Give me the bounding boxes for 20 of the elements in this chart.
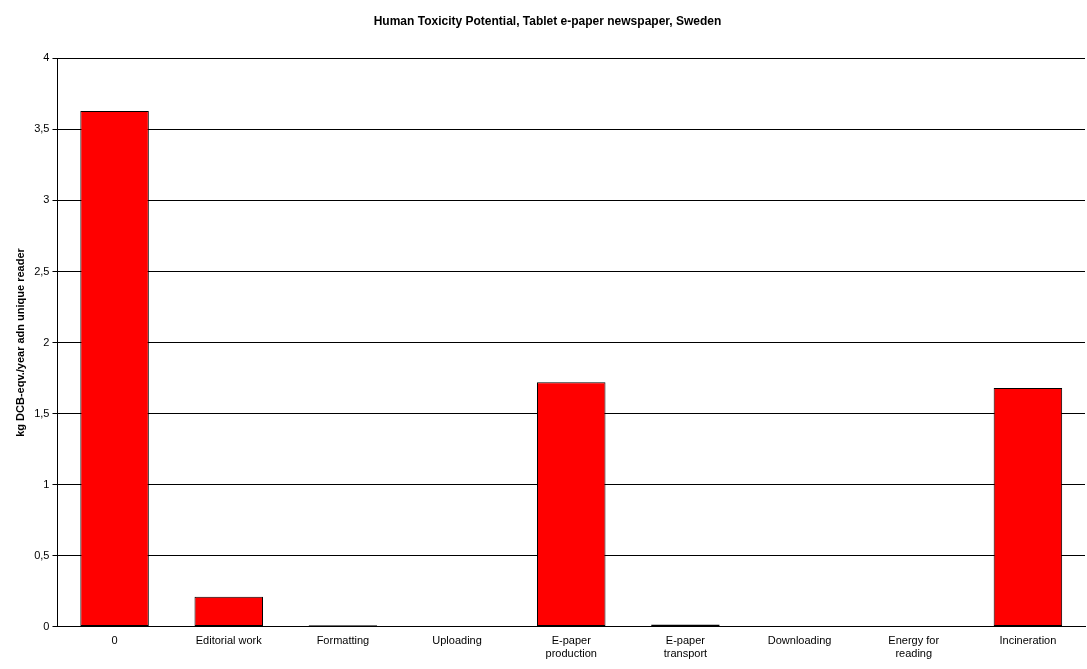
y-tick-label: 3 xyxy=(43,193,50,206)
x-tick-label: Downloading xyxy=(767,634,832,647)
y-tick-label: 4 xyxy=(43,51,50,64)
x-tick-label: E-paper production xyxy=(545,634,597,660)
x-tick-label: Uploading xyxy=(432,634,482,647)
y-tick-label: 2,5 xyxy=(34,264,50,277)
y-axis-title: kg DCB-eqv./year adn unique reader xyxy=(13,247,26,437)
x-tick-label: 0 xyxy=(111,634,118,647)
x-tick-label: E-paper transport xyxy=(663,634,708,660)
y-tick-label: 1,5 xyxy=(34,406,50,419)
y-tick-label: 0,5 xyxy=(34,548,50,561)
y-tick-label: 3,5 xyxy=(34,122,50,135)
y-tick-label: 2 xyxy=(43,335,50,348)
x-tick-label: Incineration xyxy=(999,634,1057,647)
x-tick-label: Editorial work xyxy=(195,634,263,647)
x-tick-label: Energy for reading xyxy=(888,634,940,660)
y-tick-label: 1 xyxy=(43,477,50,490)
x-tick-label: Formatting xyxy=(316,634,370,647)
y-tick-label: 0 xyxy=(43,619,50,632)
chart-title: Human Toxicity Potential, Tablet e-paper newspaper, Sweden xyxy=(373,13,722,28)
